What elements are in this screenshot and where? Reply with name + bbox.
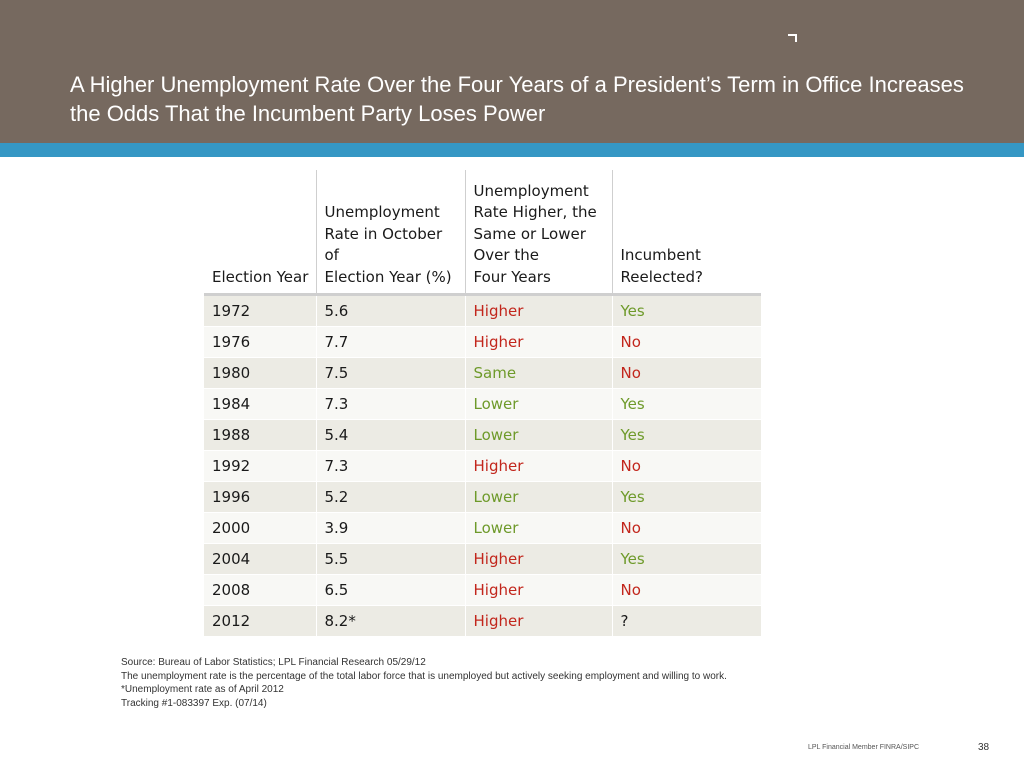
rate-direction-cell: Higher — [464, 605, 612, 637]
definition-note: The unemployment rate is the percentage … — [121, 670, 727, 682]
unemployment-rate-cell: 7.7 — [315, 326, 465, 358]
source-note: Source: Bureau of Labor Statistics; LPL … — [121, 657, 426, 668]
rate-direction-cell: Lower — [464, 419, 612, 451]
unemployment-rate-cell: 7.3 — [315, 450, 465, 482]
election-year-cell: 1972 — [204, 294, 316, 327]
table-row: 2000 3.9 Lower No — [204, 512, 761, 544]
incumbent-reelected-cell: No — [611, 357, 761, 389]
incumbent-reelected-cell: No — [611, 512, 761, 544]
unemployment-rate-cell: 5.4 — [315, 419, 465, 451]
table-row: 1984 7.3 Lower Yes — [204, 388, 761, 420]
column-header-unemployment-rate: Unemployment Rate in October of Election… — [315, 170, 465, 296]
unemployment-rate-cell: 8.2* — [315, 605, 465, 637]
unemployment-rate-cell: 5.2 — [315, 481, 465, 513]
table-row: 1996 5.2 Lower Yes — [204, 481, 761, 513]
table-row: 2012 8.2* Higher? — [204, 605, 761, 637]
incumbent-reelected-cell: No — [611, 450, 761, 482]
election-year-cell: 1988 — [204, 419, 316, 451]
rate-direction-cell: Lower — [464, 481, 612, 513]
election-year-cell: 1996 — [204, 481, 316, 513]
incumbent-reelected-cell: Yes — [611, 294, 761, 327]
footer-member-text: LPL Financial Member FINRA/SIPC — [808, 744, 919, 751]
page-number: 38 — [978, 742, 990, 753]
election-year-cell: 2008 — [204, 574, 316, 606]
unemployment-rate-cell: 5.6 — [315, 294, 465, 327]
column-header-election-year: Election Year — [204, 170, 316, 296]
rate-direction-cell: Higher — [464, 326, 612, 358]
table-row: 2004 5.5 Higher Yes — [204, 543, 761, 575]
rate-direction-cell: Same — [464, 357, 612, 389]
election-unemployment-table: Election Year Unemployment Rate in Octob… — [204, 170, 761, 637]
rate-direction-cell: Higher — [464, 574, 612, 606]
election-year-cell: 2012 — [204, 605, 316, 637]
election-year-cell: 2000 — [204, 512, 316, 544]
election-year-cell: 1984 — [204, 388, 316, 420]
rate-direction-cell: Lower — [464, 388, 612, 420]
unemployment-rate-cell: 7.5 — [315, 357, 465, 389]
table-row: 2008 6.5 Higher No — [204, 574, 761, 606]
incumbent-reelected-cell: ? — [611, 605, 761, 637]
rate-direction-cell: Lower — [464, 512, 612, 544]
unemployment-rate-cell: 7.3 — [315, 388, 465, 420]
column-header-rate-direction: Unemployment Rate Higher, the Same or Lo… — [464, 170, 612, 296]
unemployment-rate-cell: 6.5 — [315, 574, 465, 606]
unemployment-rate-cell: 5.5 — [315, 543, 465, 575]
incumbent-reelected-cell: Yes — [611, 388, 761, 420]
election-year-cell: 2004 — [204, 543, 316, 575]
tracking-note: Tracking #1-083397 Exp. (07/14) — [121, 697, 267, 709]
table-row: 1980 7.5 Same No — [204, 357, 761, 389]
election-year-cell: 1980 — [204, 357, 316, 389]
table-row: 1988 5.4 Lower Yes — [204, 419, 761, 451]
incumbent-reelected-cell: Yes — [611, 481, 761, 513]
asterisk-note: *Unemployment rate as of April 2012 — [121, 684, 284, 695]
column-header-incumbent-reelected: Incumbent Reelected? — [611, 170, 761, 296]
table-row: 1972 5.6 Higher Yes — [204, 294, 761, 327]
election-year-cell: 1976 — [204, 326, 316, 358]
slide-header: A Higher Unemployment Rate Over the Four… — [0, 0, 1024, 143]
slide-title: A Higher Unemployment Rate Over the Four… — [70, 72, 964, 126]
corner-bracket-icon — [788, 34, 797, 42]
election-year-cell: 1992 — [204, 450, 316, 482]
table-row: 1992 7.3 Higher No — [204, 450, 761, 482]
source-notes: Source: Bureau of Labor Statistics; LPL … — [121, 656, 901, 710]
table-row: 1976 7.7 Higher No — [204, 326, 761, 358]
incumbent-reelected-cell: Yes — [611, 543, 761, 575]
incumbent-reelected-cell: Yes — [611, 419, 761, 451]
header-accent-stripe — [0, 143, 1024, 157]
incumbent-reelected-cell: No — [611, 574, 761, 606]
table-header-row: Election Year Unemployment Rate in Octob… — [204, 170, 761, 296]
incumbent-reelected-cell: No — [611, 326, 761, 358]
rate-direction-cell: Higher — [464, 294, 612, 327]
unemployment-rate-cell: 3.9 — [315, 512, 465, 544]
rate-direction-cell: Higher — [464, 543, 612, 575]
table-body: 1972 5.6 Higher Yes 1976 7.7 Higher No 1980 7.5 Sa… — [204, 294, 761, 637]
rate-direction-cell: Higher — [464, 450, 612, 482]
data-table-container: Election Year Unemployment Rate in Octob… — [204, 170, 761, 637]
